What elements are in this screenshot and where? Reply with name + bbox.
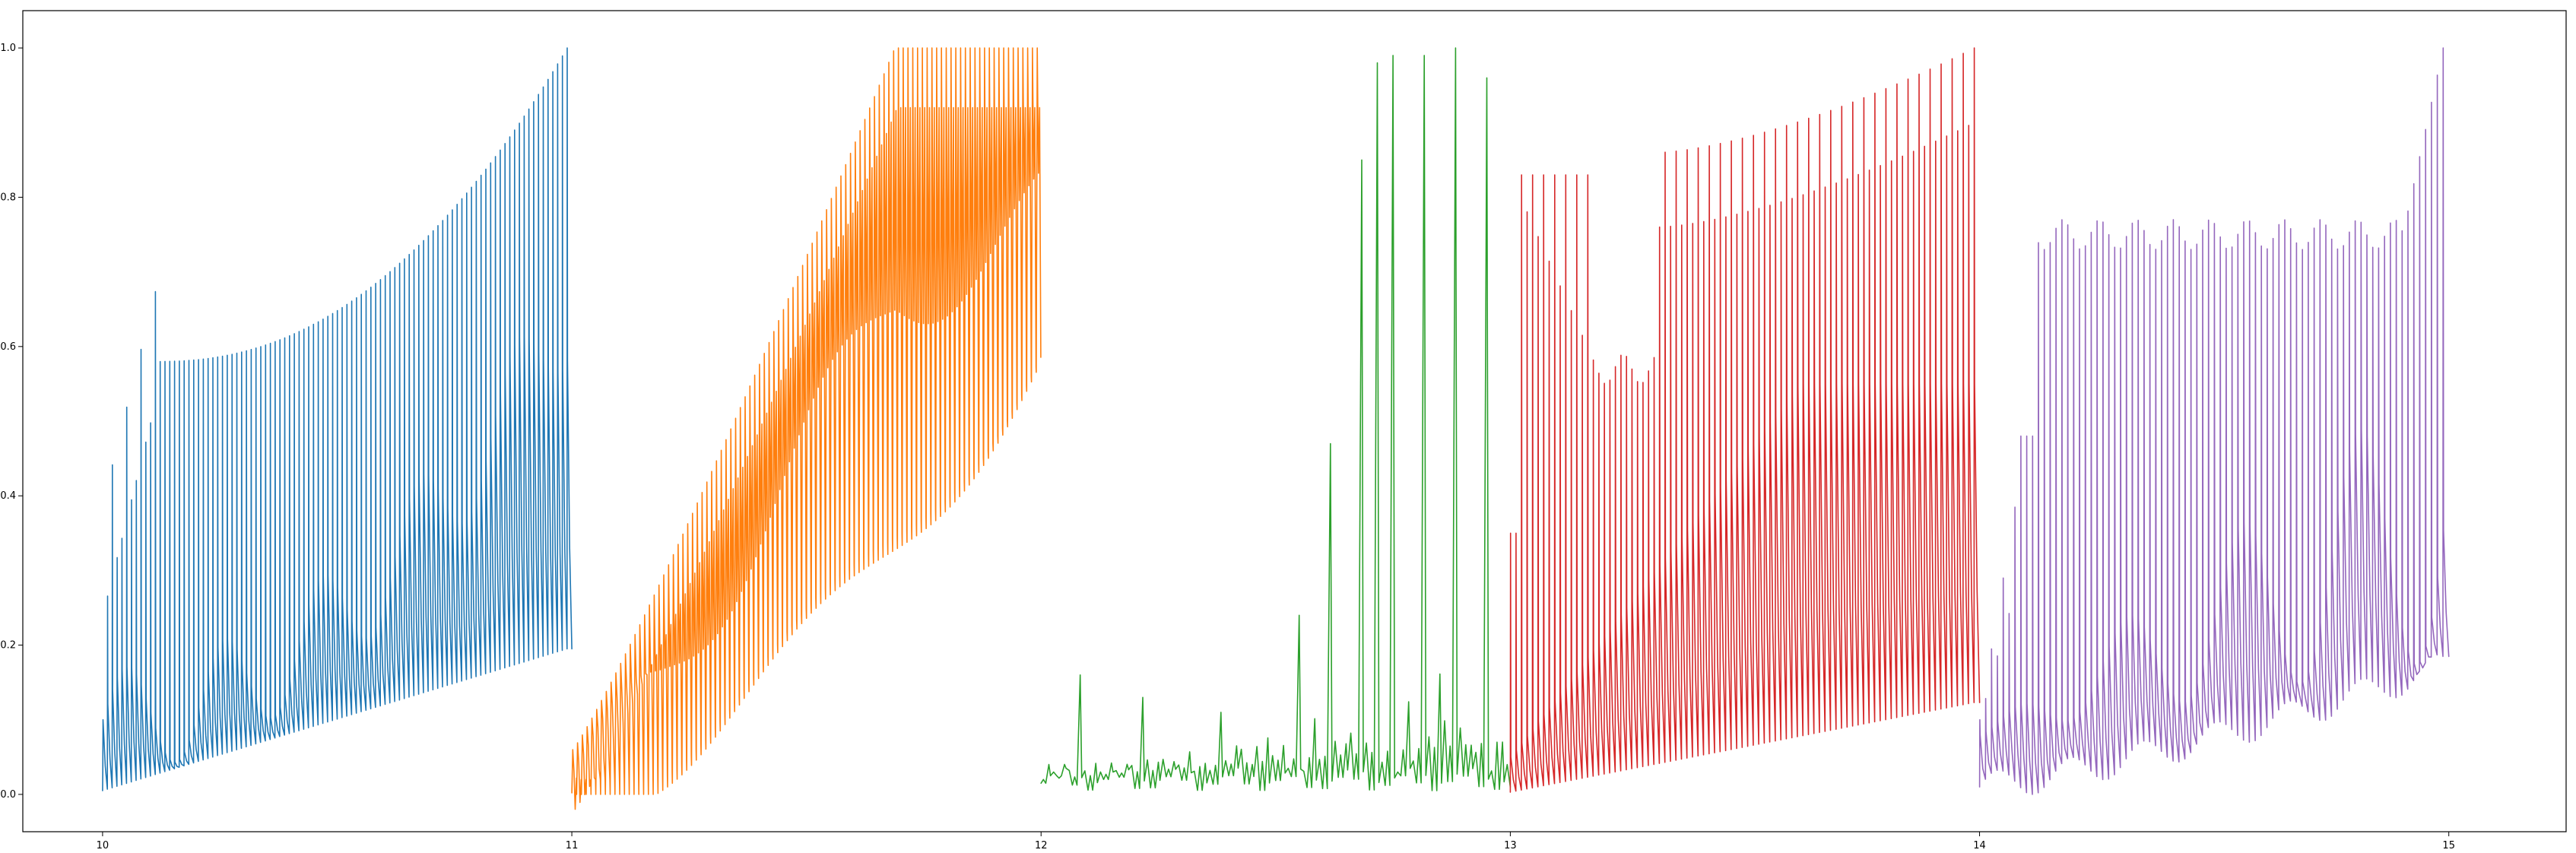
axes: 10 11 12 13 14 15 0.0 0.2 0.4 0.6 0.8 1.0	[0, 10, 2567, 851]
series-4-line	[1509, 47, 1981, 793]
series-1-line	[102, 47, 573, 791]
plot-area	[102, 47, 2450, 810]
x-tick-label-3: 13	[1504, 840, 1517, 851]
x-tick-label-2: 12	[1035, 840, 1048, 851]
series-layer	[102, 47, 2450, 810]
y-axis-ticks: 0.0 0.2 0.4 0.6 0.8 1.0	[0, 43, 23, 801]
x-tick-label-4: 14	[1973, 840, 1986, 851]
y-tick-label-4: 0.8	[0, 192, 16, 203]
series-2-line	[571, 47, 1042, 810]
x-tick-label-0: 10	[97, 840, 109, 851]
series-5-line	[1978, 47, 2450, 795]
x-tick-label-5: 15	[2442, 840, 2455, 851]
axes-frame	[22, 10, 2567, 832]
x-axis-ticks: 10 11 12 13 14 15	[97, 832, 2455, 851]
x-tick-label-1: 11	[566, 840, 579, 851]
y-tick-label-0: 0.0	[0, 789, 16, 801]
y-tick-label-3: 0.6	[0, 341, 16, 353]
y-tick-label-1: 0.2	[0, 640, 16, 652]
y-tick-label-5: 1.0	[0, 43, 16, 54]
y-tick-label-2: 0.4	[0, 490, 16, 502]
series-3-line	[1040, 47, 1512, 791]
